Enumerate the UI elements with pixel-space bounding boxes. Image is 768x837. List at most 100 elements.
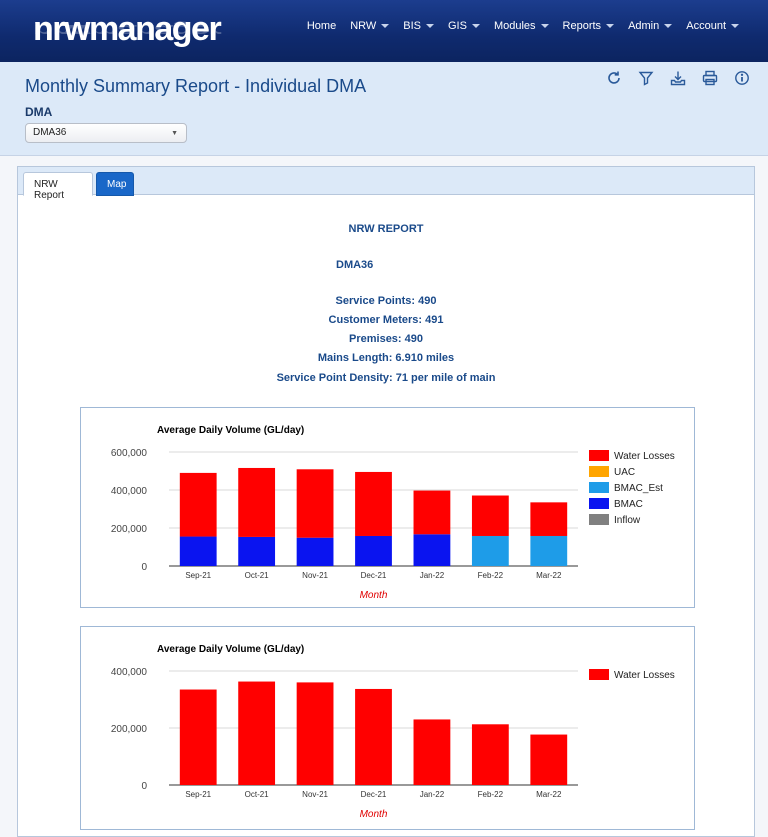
nav-admin[interactable]: Admin <box>621 20 679 32</box>
tab-map[interactable]: Map <box>96 172 134 196</box>
bar-water-losses <box>179 689 217 785</box>
bar-water-losses <box>530 502 568 536</box>
caret-down-icon <box>731 24 739 28</box>
page-header: Monthly Summary Report - Individual DMA … <box>0 62 768 156</box>
x-axis-label: Month <box>360 809 388 820</box>
toolbar <box>606 70 750 86</box>
x-tick-label: Sep-21 <box>185 571 211 580</box>
x-tick-label: Oct-21 <box>245 790 270 799</box>
y-tick-label: 600,000 <box>111 448 148 459</box>
bar-water-losses <box>355 688 392 785</box>
dma-select[interactable]: DMA36 ▼ <box>25 123 187 143</box>
chart-stacked-volume: Average Daily Volume (GL/day) 0 200,000 400… <box>80 407 695 608</box>
legend-label: BMAC_Est <box>614 483 663 494</box>
nav-label: Modules <box>493 20 536 32</box>
bar-water-losses <box>413 719 451 785</box>
nav-nrw[interactable]: NRW <box>343 20 396 32</box>
stat-service-points: Service Points: 490 <box>335 295 437 307</box>
bar-bmac <box>296 537 334 566</box>
nav-gis[interactable]: GIS <box>441 20 487 32</box>
stat-mains-length: Mains Length: 6.910 miles <box>317 352 455 364</box>
legend-label: Water Losses <box>614 451 675 462</box>
bar-bmac <box>238 536 276 566</box>
nav-modules[interactable]: Modules <box>487 20 556 32</box>
caret-down-icon <box>381 24 390 28</box>
legend-label: BMAC <box>614 499 643 510</box>
tab-bar: NRW Report Map <box>18 167 754 201</box>
chart-svg: Average Daily Volume (GL/day) 0 200,000 400… <box>111 644 675 820</box>
x-tick-label: Feb-22 <box>478 790 504 799</box>
nav-bis[interactable]: BIS <box>396 20 441 32</box>
legend-swatch <box>589 514 609 525</box>
y-tick-label: 400,000 <box>111 486 148 497</box>
legend-swatch <box>589 482 609 493</box>
main-menu: Home NRW BIS GIS Modules Reports Admin Account <box>300 20 746 32</box>
legend-swatch <box>589 498 609 509</box>
chart-title: Average Daily Volume (GL/day) <box>157 644 304 655</box>
legend-swatch <box>589 669 609 680</box>
bar-bmac-est <box>530 535 568 566</box>
x-tick-label: Nov-21 <box>302 571 328 580</box>
chart-title: Average Daily Volume (GL/day) <box>157 425 304 436</box>
caret-down-icon <box>471 24 480 28</box>
print-icon[interactable] <box>702 70 718 86</box>
legend-label: UAC <box>614 467 635 478</box>
y-tick-label: 0 <box>141 781 147 792</box>
nav-label: Home <box>306 20 337 32</box>
stat-customer-meters: Customer Meters: 491 <box>328 314 444 326</box>
bar-water-losses <box>238 467 276 537</box>
legend-label: Inflow <box>614 515 641 526</box>
x-axis-label: Month <box>360 590 388 601</box>
report-dma-name: DMA36 <box>336 259 374 271</box>
nav-label: Reports <box>562 20 602 32</box>
nav-label: NRW <box>350 20 377 32</box>
dma-label: DMA <box>25 105 53 119</box>
filter-icon[interactable] <box>638 70 654 86</box>
refresh-icon[interactable] <box>606 70 622 86</box>
bar-bmac <box>179 536 217 566</box>
stat-premises: Premises: 490 <box>349 333 423 345</box>
page-title: Monthly Summary Report - Individual DMA <box>25 76 367 96</box>
nav-home[interactable]: Home <box>300 20 343 32</box>
bar-bmac-est <box>471 535 509 566</box>
y-tick-label: 400,000 <box>111 667 148 678</box>
nav-label: BIS <box>403 20 421 32</box>
x-tick-label: Dec-21 <box>361 790 387 799</box>
y-tick-label: 0 <box>141 562 147 573</box>
bar-water-losses <box>355 471 392 536</box>
nav-label: GIS <box>448 20 467 32</box>
nav-label: Account <box>686 20 726 32</box>
bar-water-losses <box>296 682 334 785</box>
nav-label: Admin <box>628 20 660 32</box>
report-panel: NRW Report Map NRW REPORT DMA36 Service … <box>17 166 755 837</box>
legend-label: Water Losses <box>614 670 675 681</box>
bar-water-losses <box>179 472 217 537</box>
bar-water-losses <box>530 734 568 785</box>
bar-bmac <box>413 534 451 566</box>
y-tick-label: 200,000 <box>111 724 148 735</box>
app-logo[interactable]: nrwmanager nrwmanager <box>33 10 222 48</box>
bar-water-losses <box>296 469 334 538</box>
info-icon[interactable] <box>734 70 750 86</box>
nav-reports[interactable]: Reports <box>556 20 622 32</box>
report-title: NRW REPORT <box>348 223 424 235</box>
caret-down-icon <box>426 24 434 28</box>
caret-down-icon <box>606 24 615 28</box>
x-tick-label: Dec-21 <box>361 571 387 580</box>
x-tick-label: Jan-22 <box>420 571 445 580</box>
nav-account[interactable]: Account <box>679 20 746 32</box>
x-tick-label: Feb-22 <box>478 571 504 580</box>
download-icon[interactable] <box>670 70 686 86</box>
y-tick-label: 200,000 <box>111 524 148 535</box>
bar-bmac <box>355 535 392 566</box>
bar-water-losses <box>471 495 509 536</box>
x-tick-label: Oct-21 <box>245 571 270 580</box>
top-navbar: nrwmanager nrwmanager Home NRW BIS GIS Modul… <box>0 0 768 62</box>
chart-svg: Average Daily Volume (GL/day) 0 200,000 400… <box>111 425 675 601</box>
legend-swatch <box>589 450 609 461</box>
x-tick-label: Mar-22 <box>536 571 562 580</box>
chart-water-losses: Average Daily Volume (GL/day) 0 200,000 400… <box>80 626 695 830</box>
bar-water-losses <box>471 724 509 785</box>
tab-nrw-report[interactable]: NRW Report <box>23 172 93 201</box>
stat-service-point-density: Service Point Density: 71 per mile of ma… <box>276 372 496 384</box>
